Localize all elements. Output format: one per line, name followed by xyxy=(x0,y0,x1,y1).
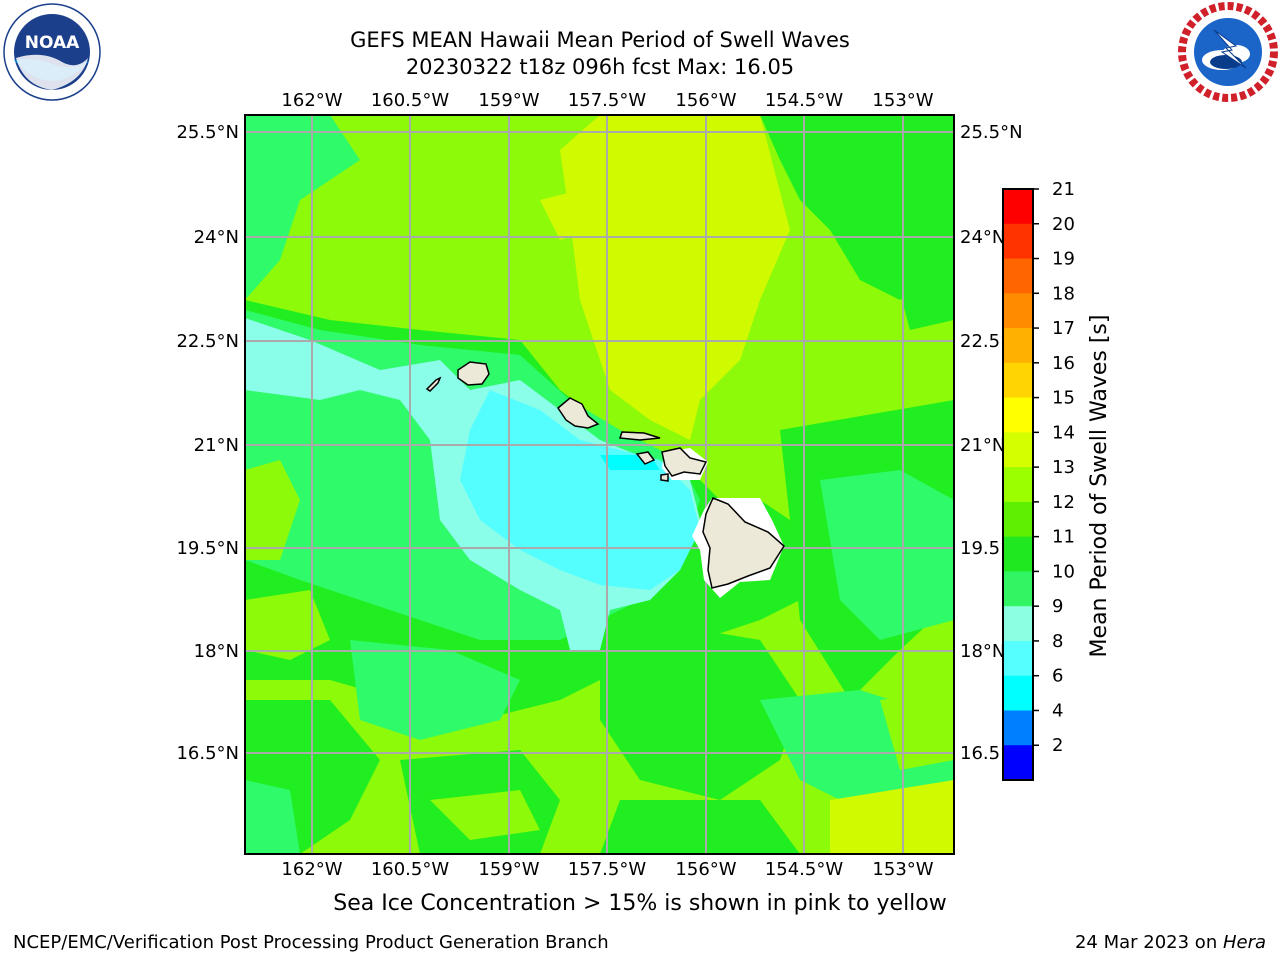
lat-label: 24°N xyxy=(194,227,239,248)
colorbar-swatch xyxy=(1003,536,1033,572)
lon-label: 156°W xyxy=(675,90,736,111)
lat-label: 18°N xyxy=(194,641,239,662)
lon-label: 160.5°W xyxy=(371,90,450,111)
colorbar-tick-label: 21 xyxy=(1052,179,1075,200)
graticule xyxy=(245,115,954,854)
lat-label: 19.5°N xyxy=(176,538,239,559)
colorbar-swatch xyxy=(1003,362,1033,399)
colorbar-tick-label: 13 xyxy=(1052,457,1075,478)
noaa-logo-text: NOAA xyxy=(25,33,80,53)
colorbar-tick-label: 16 xyxy=(1052,353,1075,374)
date-text: 24 Mar 2023 on xyxy=(1074,932,1223,953)
colorbar-swatch xyxy=(1003,328,1033,364)
lat-label: 18°N xyxy=(960,641,1005,662)
colorbar-tick-label: 17 xyxy=(1052,318,1075,339)
lon-label: 159°W xyxy=(478,859,539,880)
lon-label: 157.5°W xyxy=(568,859,647,880)
colorbar-tick-label: 6 xyxy=(1052,666,1063,687)
date-line: 24 Mar 2023 on Hera xyxy=(1075,932,1266,953)
colorbar-tick-label: 2 xyxy=(1052,735,1063,756)
lon-label: 159°W xyxy=(478,90,539,111)
colorbar-swatch xyxy=(1003,640,1033,677)
colorbar-swatch xyxy=(1003,675,1033,711)
colorbar-tick-label: 11 xyxy=(1052,527,1075,548)
island-maui xyxy=(661,447,708,477)
lat-label: 21°N xyxy=(194,435,239,456)
top-lon-labels: 162°W 160.5°W 159°W 157.5°W 156°W 154.5°… xyxy=(281,90,933,111)
lon-label: 156°W xyxy=(675,859,736,880)
colorbar-swatch xyxy=(1003,258,1033,294)
colorbar-swatch xyxy=(1003,223,1033,260)
hawaiian-islands xyxy=(425,361,785,598)
plot-frame xyxy=(244,114,955,855)
colorbar-tick-label: 10 xyxy=(1052,561,1075,582)
colorbar-swatch xyxy=(1003,293,1033,329)
colorbar-swatch xyxy=(1003,189,1033,225)
colorbar-swatch xyxy=(1003,710,1033,746)
colorbar-tick-label: 20 xyxy=(1052,214,1075,235)
island-hawaii xyxy=(702,497,785,589)
colorbar-tick-label: 12 xyxy=(1052,492,1075,513)
colorbar-tick-label: 19 xyxy=(1052,249,1075,270)
lon-label: 154.5°W xyxy=(765,90,844,111)
lat-label: 25.5°N xyxy=(960,122,1023,143)
colorbar-tick-label: 9 xyxy=(1052,596,1063,617)
island-niihau xyxy=(425,376,442,392)
left-lat-labels: 25.5°N 24°N 22.5°N 21°N 19.5°N 18°N 16.5… xyxy=(176,122,239,764)
colorbar-swatch xyxy=(1003,467,1033,503)
colorbar-tick-label: 18 xyxy=(1052,283,1075,304)
lat-label: 21°N xyxy=(960,435,1005,456)
colorbar-swatch xyxy=(1003,571,1033,607)
colorbar-swatch xyxy=(1003,501,1033,538)
noaa-logo-icon: NOAA xyxy=(3,3,101,101)
lon-label: 154.5°W xyxy=(765,859,844,880)
sea-ice-caption: Sea Ice Concentration > 15% is shown in … xyxy=(333,891,947,916)
colorbar: 21 20 19 18 17 16 15 14 13 12 11 10 9 8 6 4 2 xyxy=(1002,179,1075,781)
colorbar-swatch xyxy=(1003,432,1033,468)
lat-label: 24°N xyxy=(960,227,1005,248)
colorbar-label: Mean Period of Swell Waves [s] xyxy=(1087,315,1112,658)
lon-label: 160.5°W xyxy=(371,859,450,880)
lon-label: 157.5°W xyxy=(568,90,647,111)
island-kauai xyxy=(457,361,490,386)
lon-label: 153°W xyxy=(872,90,933,111)
chart-title: GEFS MEAN Hawaii Mean Period of Swell Wa… xyxy=(350,28,850,52)
credit-line: NCEP/EMC/Verification Post Processing Pr… xyxy=(13,932,609,953)
lon-label: 162°W xyxy=(281,859,342,880)
island-kahoolawe xyxy=(660,473,669,482)
nws-logo-icon xyxy=(1178,2,1278,102)
colorbar-tick-label: 15 xyxy=(1052,388,1075,409)
lat-label: 22.5°N xyxy=(176,331,239,352)
colorbar-tick-label: 8 xyxy=(1052,631,1063,652)
island-lanai xyxy=(635,451,656,465)
lon-label: 162°W xyxy=(281,90,342,111)
swell-field xyxy=(245,115,954,854)
colorbar-swatch xyxy=(1003,606,1033,642)
lat-label: 16.5°N xyxy=(176,743,239,764)
colorbar-tick-label: 4 xyxy=(1052,700,1063,721)
lat-label: 25.5°N xyxy=(176,122,239,143)
colorbar-tick-label: 14 xyxy=(1052,422,1075,443)
island-molokai xyxy=(618,431,661,441)
island-oahu xyxy=(557,397,600,429)
bottom-lon-labels: 162°W 160.5°W 159°W 157.5°W 156°W 154.5°… xyxy=(281,859,933,880)
colorbar-frame xyxy=(1002,188,1034,781)
colorbar-swatch xyxy=(1003,397,1033,433)
colorbar-swatch xyxy=(1003,745,1033,781)
chart-subtitle: 20230322 t18z 096h fcst Max: 16.05 xyxy=(405,55,795,79)
lon-label: 153°W xyxy=(872,859,933,880)
host-name: Hera xyxy=(1222,932,1266,953)
